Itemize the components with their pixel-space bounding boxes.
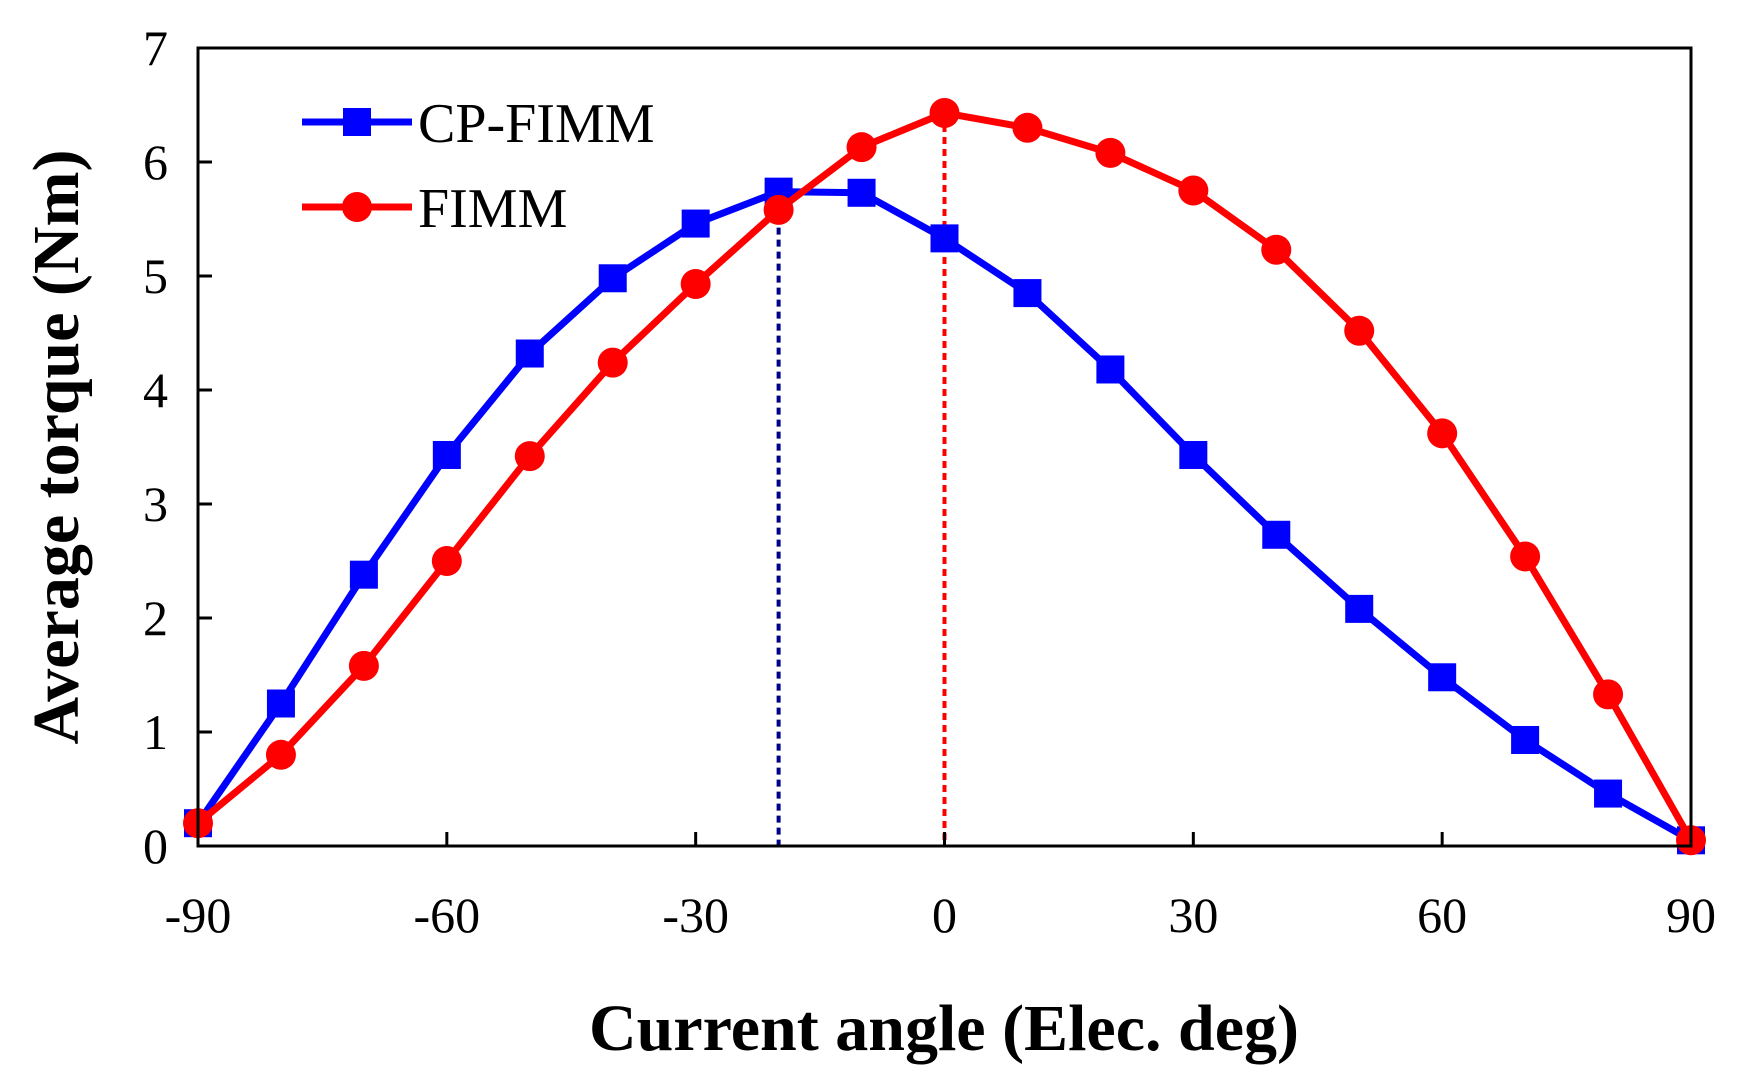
data-point-cp-fimm: [266, 689, 295, 718]
data-point-fimm: [929, 97, 960, 128]
data-point-fimm: [514, 441, 545, 472]
x-tick-label: -30: [662, 887, 729, 943]
x-axis: -90 -60 -30 0 30 60 90: [165, 832, 1716, 943]
data-point-cp-fimm: [1179, 440, 1208, 469]
data-point-fimm: [1344, 315, 1375, 346]
data-point-cp-fimm: [432, 440, 461, 469]
data-point-fimm: [348, 650, 379, 681]
data-point-cp-fimm: [349, 560, 378, 589]
data-point-fimm: [763, 194, 794, 225]
data-point-cp-fimm: [598, 264, 627, 293]
data-point-fimm: [265, 739, 296, 770]
data-point-cp-fimm: [1096, 355, 1125, 384]
y-tick-label: 0: [143, 818, 168, 874]
data-point-fimm: [1095, 137, 1126, 168]
x-tick-label: -90: [165, 887, 232, 943]
legend-marker-fimm: [342, 192, 372, 222]
series-layer: [183, 97, 1706, 856]
data-point-cp-fimm: [1594, 779, 1623, 808]
x-tick-label: 30: [1168, 887, 1218, 943]
data-point-fimm: [431, 546, 462, 576]
x-tick-label: 60: [1417, 887, 1467, 943]
legend-label-fimm: FIMM: [418, 178, 567, 240]
data-point-fimm: [846, 132, 877, 163]
y-tick-label: 1: [143, 704, 168, 760]
data-point-cp-fimm: [930, 224, 959, 253]
x-axis-title: Current angle (Elec. deg): [589, 992, 1299, 1065]
data-point-fimm: [597, 347, 628, 378]
y-axis-title: Average torque (Nm): [20, 149, 93, 744]
y-tick-label: 5: [143, 248, 168, 304]
data-point-fimm: [1012, 112, 1043, 143]
x-tick-label: -60: [414, 887, 481, 943]
y-tick-label: 4: [143, 362, 168, 418]
y-axis: 0 1 2 3 4 5 6 7: [143, 20, 212, 874]
data-point-cp-fimm: [681, 209, 710, 238]
x-tick-label: 0: [932, 887, 957, 943]
data-point-fimm: [1261, 234, 1292, 265]
y-tick-label: 6: [143, 134, 168, 190]
data-point-cp-fimm: [1345, 594, 1374, 623]
legend: CP-FIMM FIMM: [302, 93, 655, 240]
data-point-fimm: [1593, 679, 1624, 710]
legend-marker-cp-fimm: [343, 108, 371, 136]
series-fimm: [183, 97, 1706, 856]
data-point-cp-fimm: [847, 178, 876, 207]
x-tick-label: 90: [1666, 887, 1716, 943]
data-point-fimm: [1178, 175, 1209, 206]
data-point-fimm: [680, 268, 711, 299]
y-tick-label: 3: [143, 476, 168, 532]
y-tick-label: 2: [143, 590, 168, 646]
legend-item-cp-fimm: CP-FIMM: [302, 93, 655, 155]
y-tick-label: 7: [143, 20, 168, 76]
data-point-cp-fimm: [1262, 520, 1291, 549]
data-point-cp-fimm: [515, 339, 544, 368]
data-point-fimm: [1427, 418, 1458, 449]
data-point-cp-fimm: [1428, 663, 1457, 692]
data-point-cp-fimm: [1013, 279, 1042, 308]
data-point-fimm: [1510, 541, 1541, 572]
data-point-cp-fimm: [1511, 725, 1540, 754]
legend-label-cp-fimm: CP-FIMM: [418, 93, 655, 155]
legend-item-fimm: FIMM: [302, 178, 567, 240]
